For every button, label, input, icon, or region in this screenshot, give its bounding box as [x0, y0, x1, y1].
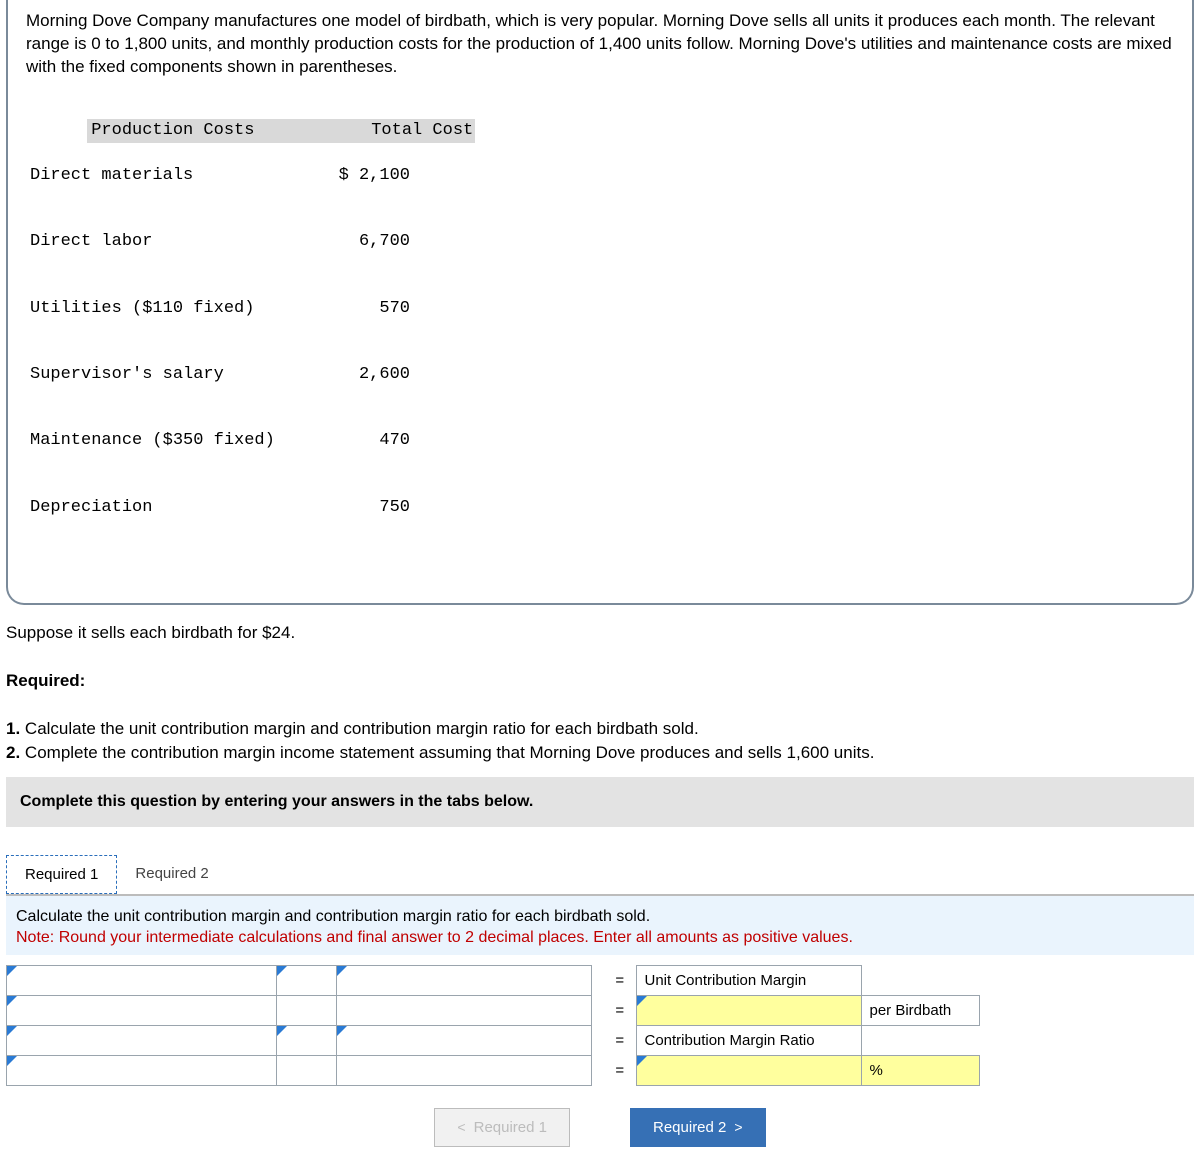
input-cmr-value[interactable] — [636, 1055, 861, 1085]
nav-buttons: < Required 1 Required 2 > — [6, 1108, 1194, 1147]
required-heading: Required: — [0, 671, 1200, 691]
table-row: Utilities ($110 fixed)570 — [26, 298, 1174, 320]
tab-instruction-text: Calculate the unit contribution margin a… — [16, 906, 1184, 928]
table-row: Direct materials$ 2,100 — [26, 165, 1174, 187]
production-costs-table: Production CostsTotal Cost Direct materi… — [26, 97, 1174, 563]
dropdown-icon — [277, 966, 287, 976]
dropdown-icon — [7, 1026, 17, 1036]
dropdown-icon — [277, 1026, 287, 1036]
table-header-row: Production CostsTotal Cost — [87, 119, 475, 143]
dropdown-icon — [7, 1056, 17, 1066]
label-contribution-margin-ratio: Contribution Margin Ratio — [636, 1025, 861, 1055]
table-row: Maintenance ($350 fixed)470 — [26, 430, 1174, 452]
header-production-costs: Production Costs — [91, 120, 351, 142]
label-percent: % — [861, 1055, 979, 1085]
suppose-text: Suppose it sells each birdbath for $24. — [0, 623, 1200, 643]
table-row: Supervisor's salary2,600 — [26, 364, 1174, 386]
dropdown-icon — [637, 996, 647, 1006]
input-cell[interactable] — [337, 1025, 592, 1055]
answer-area: = Unit Contribution Margin = per Birdbat… — [6, 965, 1194, 1086]
dropdown-icon — [637, 1056, 647, 1066]
input-cell[interactable] — [277, 1025, 337, 1055]
dropdown-icon — [337, 1026, 347, 1036]
prev-button-label: Required 1 — [474, 1119, 547, 1136]
input-ucm-value[interactable] — [636, 995, 861, 1025]
table-row: Depreciation750 — [26, 497, 1174, 519]
requirement-1: 1. Calculate the unit contribution margi… — [0, 719, 1200, 739]
dropdown-icon — [7, 966, 17, 976]
tab-note: Note: Round your intermediate calculatio… — [16, 927, 1184, 949]
chevron-right-icon: > — [734, 1119, 742, 1135]
label-per-birdbath: per Birdbath — [861, 995, 979, 1025]
equals-sign: = — [604, 1025, 636, 1055]
input-cell[interactable] — [277, 1055, 337, 1085]
input-cell[interactable] — [7, 995, 277, 1025]
inputs-grid — [6, 965, 592, 1086]
requirement-2: 2. Complete the contribution margin inco… — [0, 743, 1200, 763]
tab-required-2[interactable]: Required 2 — [117, 855, 226, 894]
input-cell[interactable] — [277, 995, 337, 1025]
input-cell[interactable] — [277, 965, 337, 995]
input-cell[interactable] — [337, 995, 592, 1025]
problem-container: Morning Dove Company manufactures one mo… — [6, 0, 1194, 605]
next-button[interactable]: Required 2 > — [630, 1108, 766, 1147]
labels-grid: = Unit Contribution Margin = per Birdbat… — [604, 965, 980, 1086]
input-cell[interactable] — [337, 1055, 592, 1085]
tab-instructions: Calculate the unit contribution margin a… — [6, 894, 1194, 955]
next-button-label: Required 2 — [653, 1119, 726, 1136]
label-unit-contribution-margin: Unit Contribution Margin — [636, 965, 861, 995]
input-cell[interactable] — [337, 965, 592, 995]
instructions-banner: Complete this question by entering your … — [6, 777, 1194, 827]
tabs: Required 1 Required 2 — [6, 855, 1194, 894]
dropdown-icon — [7, 996, 17, 1006]
tab-required-1[interactable]: Required 1 — [6, 855, 117, 894]
chevron-left-icon: < — [457, 1119, 465, 1135]
input-cell[interactable] — [7, 965, 277, 995]
equals-sign: = — [604, 995, 636, 1025]
input-cell[interactable] — [7, 1025, 277, 1055]
equals-sign: = — [604, 1055, 636, 1085]
dropdown-icon — [337, 966, 347, 976]
prev-button[interactable]: < Required 1 — [434, 1108, 570, 1147]
table-row: Direct labor6,700 — [26, 231, 1174, 253]
input-cell[interactable] — [7, 1055, 277, 1085]
equals-sign: = — [604, 965, 636, 995]
header-total-cost: Total Cost — [351, 120, 471, 142]
problem-intro: Morning Dove Company manufactures one mo… — [26, 10, 1174, 79]
